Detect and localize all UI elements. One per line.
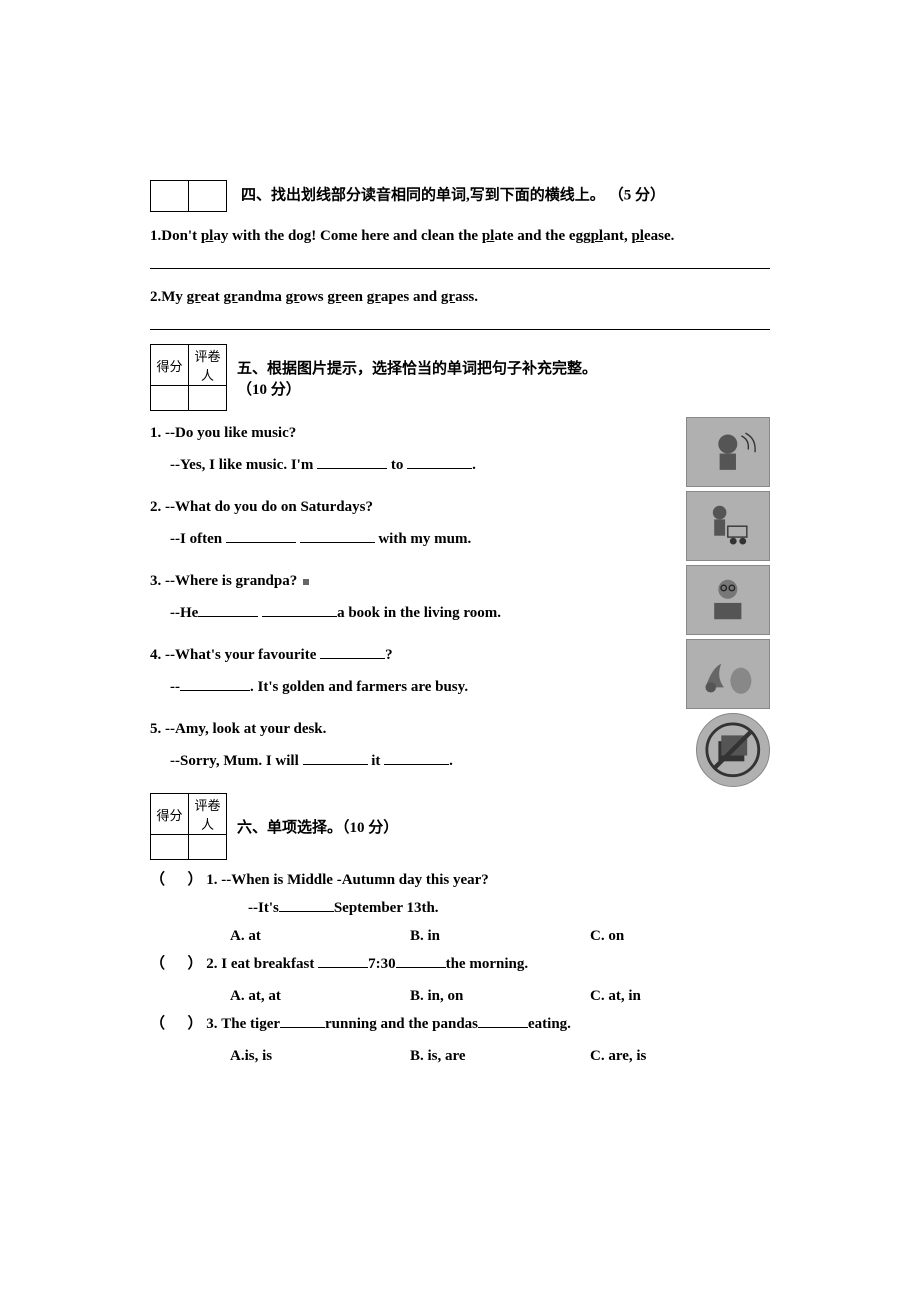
- option-b[interactable]: B. in: [410, 922, 590, 950]
- s6-q1-line1: 1. --When is Middle -Autumn day this yea…: [206, 872, 489, 888]
- s6-q2-options: A. at, at B. in, on C. at, in: [150, 982, 770, 1010]
- score-label: 得分: [151, 794, 189, 835]
- s5-q5-line1: 5. --Amy, look at your desk.: [150, 721, 326, 737]
- section-5-points: （10 分）: [237, 382, 301, 398]
- s6-q3: （ ） 3. The tigerrunning and the pandasea…: [150, 1010, 770, 1070]
- section-6-header: 得分评卷人 六、单项选择。（10 分）: [150, 793, 770, 860]
- blank-input[interactable]: [262, 602, 337, 617]
- dot-marker-icon: [303, 579, 309, 585]
- section-4-points: （5 分）: [609, 188, 665, 204]
- s4-q1-answer-line[interactable]: [150, 250, 770, 269]
- score-label: 得分: [151, 345, 189, 386]
- blank-input[interactable]: [384, 750, 449, 765]
- score-box-6: 得分评卷人: [150, 793, 227, 860]
- s5-q4-line1: 4. --What's your favourite ?: [150, 647, 393, 663]
- option-c[interactable]: C. at, in: [590, 982, 770, 1010]
- grader-label: 评卷人: [189, 345, 227, 386]
- s6-q1: （ ） 1. --When is Middle -Autumn day this…: [150, 866, 770, 950]
- s6-q2: （ ） 2. I eat breakfast 7:30the morning. …: [150, 950, 770, 1010]
- s5-q2-line2: --I often with my mum.: [150, 523, 676, 555]
- blank-input[interactable]: [300, 528, 375, 543]
- s4-q2-text: 2.My great grandma grows green grapes an…: [150, 289, 478, 305]
- s5-q5-line2: --Sorry, Mum. I will it .: [150, 745, 686, 777]
- blank-input[interactable]: [198, 602, 258, 617]
- s5-q2-line1: 2. --What do you do on Saturdays?: [150, 499, 373, 515]
- s5-q3-line2: --He a book in the living room.: [150, 597, 676, 629]
- section-5-header: 得分评卷人 五、根据图片提示，选择恰当的单词把句子补充完整。 （10 分）: [150, 344, 770, 411]
- grandpa-reading-icon: [686, 565, 770, 635]
- section-6-heading: 六、单项选择。（10 分）: [237, 816, 398, 837]
- option-b[interactable]: B. in, on: [410, 982, 590, 1010]
- blank-input[interactable]: [280, 1013, 325, 1028]
- s5-q2: 2. --What do you do on Saturdays? --I of…: [150, 491, 770, 561]
- blank-input[interactable]: [318, 953, 368, 968]
- no-books-icon: [696, 713, 770, 787]
- s5-q1: 1. --Do you like music? --Yes, I like mu…: [150, 417, 770, 487]
- s5-q3-line1: 3. --Where is grandpa?: [150, 573, 315, 589]
- s5-q4: 4. --What's your favourite ? --. It's go…: [150, 639, 770, 709]
- worksheet-page: 四、找出划线部分读音相同的单词,写到下面的横线上。 （5 分） 1.Don't …: [0, 0, 920, 1150]
- music-listening-icon: [686, 417, 770, 487]
- option-c[interactable]: C. on: [590, 922, 770, 950]
- section-4-header: 四、找出划线部分读音相同的单词,写到下面的横线上。 （5 分）: [150, 180, 770, 212]
- s6-q3-stem: 3. The tigerrunning and the pandaseating…: [206, 1016, 571, 1032]
- blank-input[interactable]: [478, 1013, 528, 1028]
- s5-q1-line1: 1. --Do you like music?: [150, 425, 296, 441]
- autumn-season-icon: [686, 639, 770, 709]
- s5-q4-line2: --. It's golden and farmers are busy.: [150, 671, 676, 703]
- s6-q1-options: A. at B. in C. on: [150, 922, 770, 950]
- grader-label: 评卷人: [189, 794, 227, 835]
- option-b[interactable]: B. is, are: [410, 1042, 590, 1070]
- shopping-cart-icon: [686, 491, 770, 561]
- s6-q2-stem: 2. I eat breakfast 7:30the morning.: [206, 956, 528, 972]
- blank-input[interactable]: [396, 953, 446, 968]
- score-box-4: [150, 180, 227, 212]
- s6-q3-options: A.is, is B. is, are C. are, is: [150, 1042, 770, 1070]
- s4-q1: 1.Don't play with the dog! Come here and…: [150, 222, 770, 250]
- s5-q1-line2: --Yes, I like music. I'm to .: [150, 449, 676, 481]
- s4-q1-text: 1.Don't play with the dog! Come here and…: [150, 228, 674, 244]
- blank-input[interactable]: [180, 676, 250, 691]
- s4-q2-answer-line[interactable]: [150, 311, 770, 330]
- blank-input[interactable]: [407, 454, 472, 469]
- blank-input[interactable]: [279, 897, 334, 912]
- s5-q5: 5. --Amy, look at your desk. --Sorry, Mu…: [150, 713, 770, 787]
- blank-input[interactable]: [320, 644, 385, 659]
- option-a[interactable]: A. at: [230, 922, 410, 950]
- section-5-heading: 五、根据图片提示，选择恰当的单词把句子补充完整。: [237, 361, 597, 377]
- s6-q1-line2: --It'sSeptember 13th.: [150, 900, 439, 916]
- score-box-5: 得分评卷人: [150, 344, 227, 411]
- section-4-heading: 四、找出划线部分读音相同的单词,写到下面的横线上。: [241, 188, 605, 204]
- s5-q3: 3. --Where is grandpa? --He a book in th…: [150, 565, 770, 635]
- blank-input[interactable]: [317, 454, 387, 469]
- option-a[interactable]: A. at, at: [230, 982, 410, 1010]
- s4-q2: 2.My great grandma grows green grapes an…: [150, 283, 770, 311]
- blank-input[interactable]: [226, 528, 296, 543]
- blank-input[interactable]: [303, 750, 368, 765]
- option-c[interactable]: C. are, is: [590, 1042, 770, 1070]
- option-a[interactable]: A.is, is: [230, 1042, 410, 1070]
